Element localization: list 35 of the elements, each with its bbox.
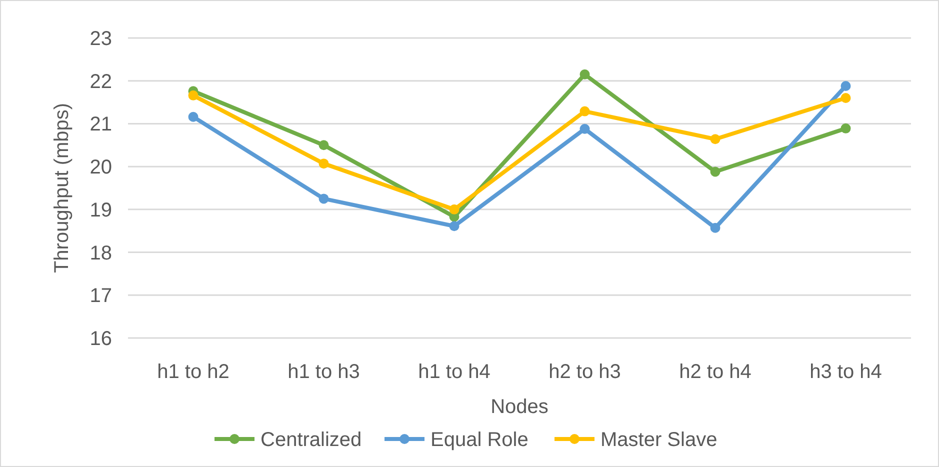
point [710,166,720,177]
point [580,106,590,116]
y-tick-label: 21 [90,114,112,136]
point [318,158,329,169]
point [580,69,590,80]
legend-label: Master Slave [600,429,718,451]
y-tick-label: 17 [90,285,112,308]
point [188,90,198,100]
y-tick-label: 19 [90,199,112,222]
x-tick-label: h3 to h4 [810,361,882,383]
y-tick-label: 16 [90,328,112,350]
x-tick-label: h1 to h3 [288,361,360,383]
legend-label: Equal Role [430,429,528,451]
y-axis-title: Throughput (mbps) [51,102,73,274]
point [449,221,460,232]
y-tick-label: 22 [90,70,112,93]
x-axis-title: Nodes [490,396,548,418]
y-tick-label: 23 [90,28,112,50]
y-tick-label: 18 [90,242,112,264]
point [840,81,851,91]
x-tick-label: h1 to h2 [157,361,230,383]
x-tick-label: h2 to h4 [679,361,752,383]
point [840,123,851,134]
y-tick-label: 20 [90,156,112,179]
point [318,194,329,204]
point [710,222,720,233]
point [840,93,851,103]
point [449,204,460,214]
point [318,140,329,150]
point [710,134,720,144]
x-tick-label: h2 to h3 [548,361,621,383]
point [580,124,590,134]
x-tick-label: h1 to h4 [418,361,490,383]
legend-label: Centralized [260,429,362,451]
point [188,112,198,122]
